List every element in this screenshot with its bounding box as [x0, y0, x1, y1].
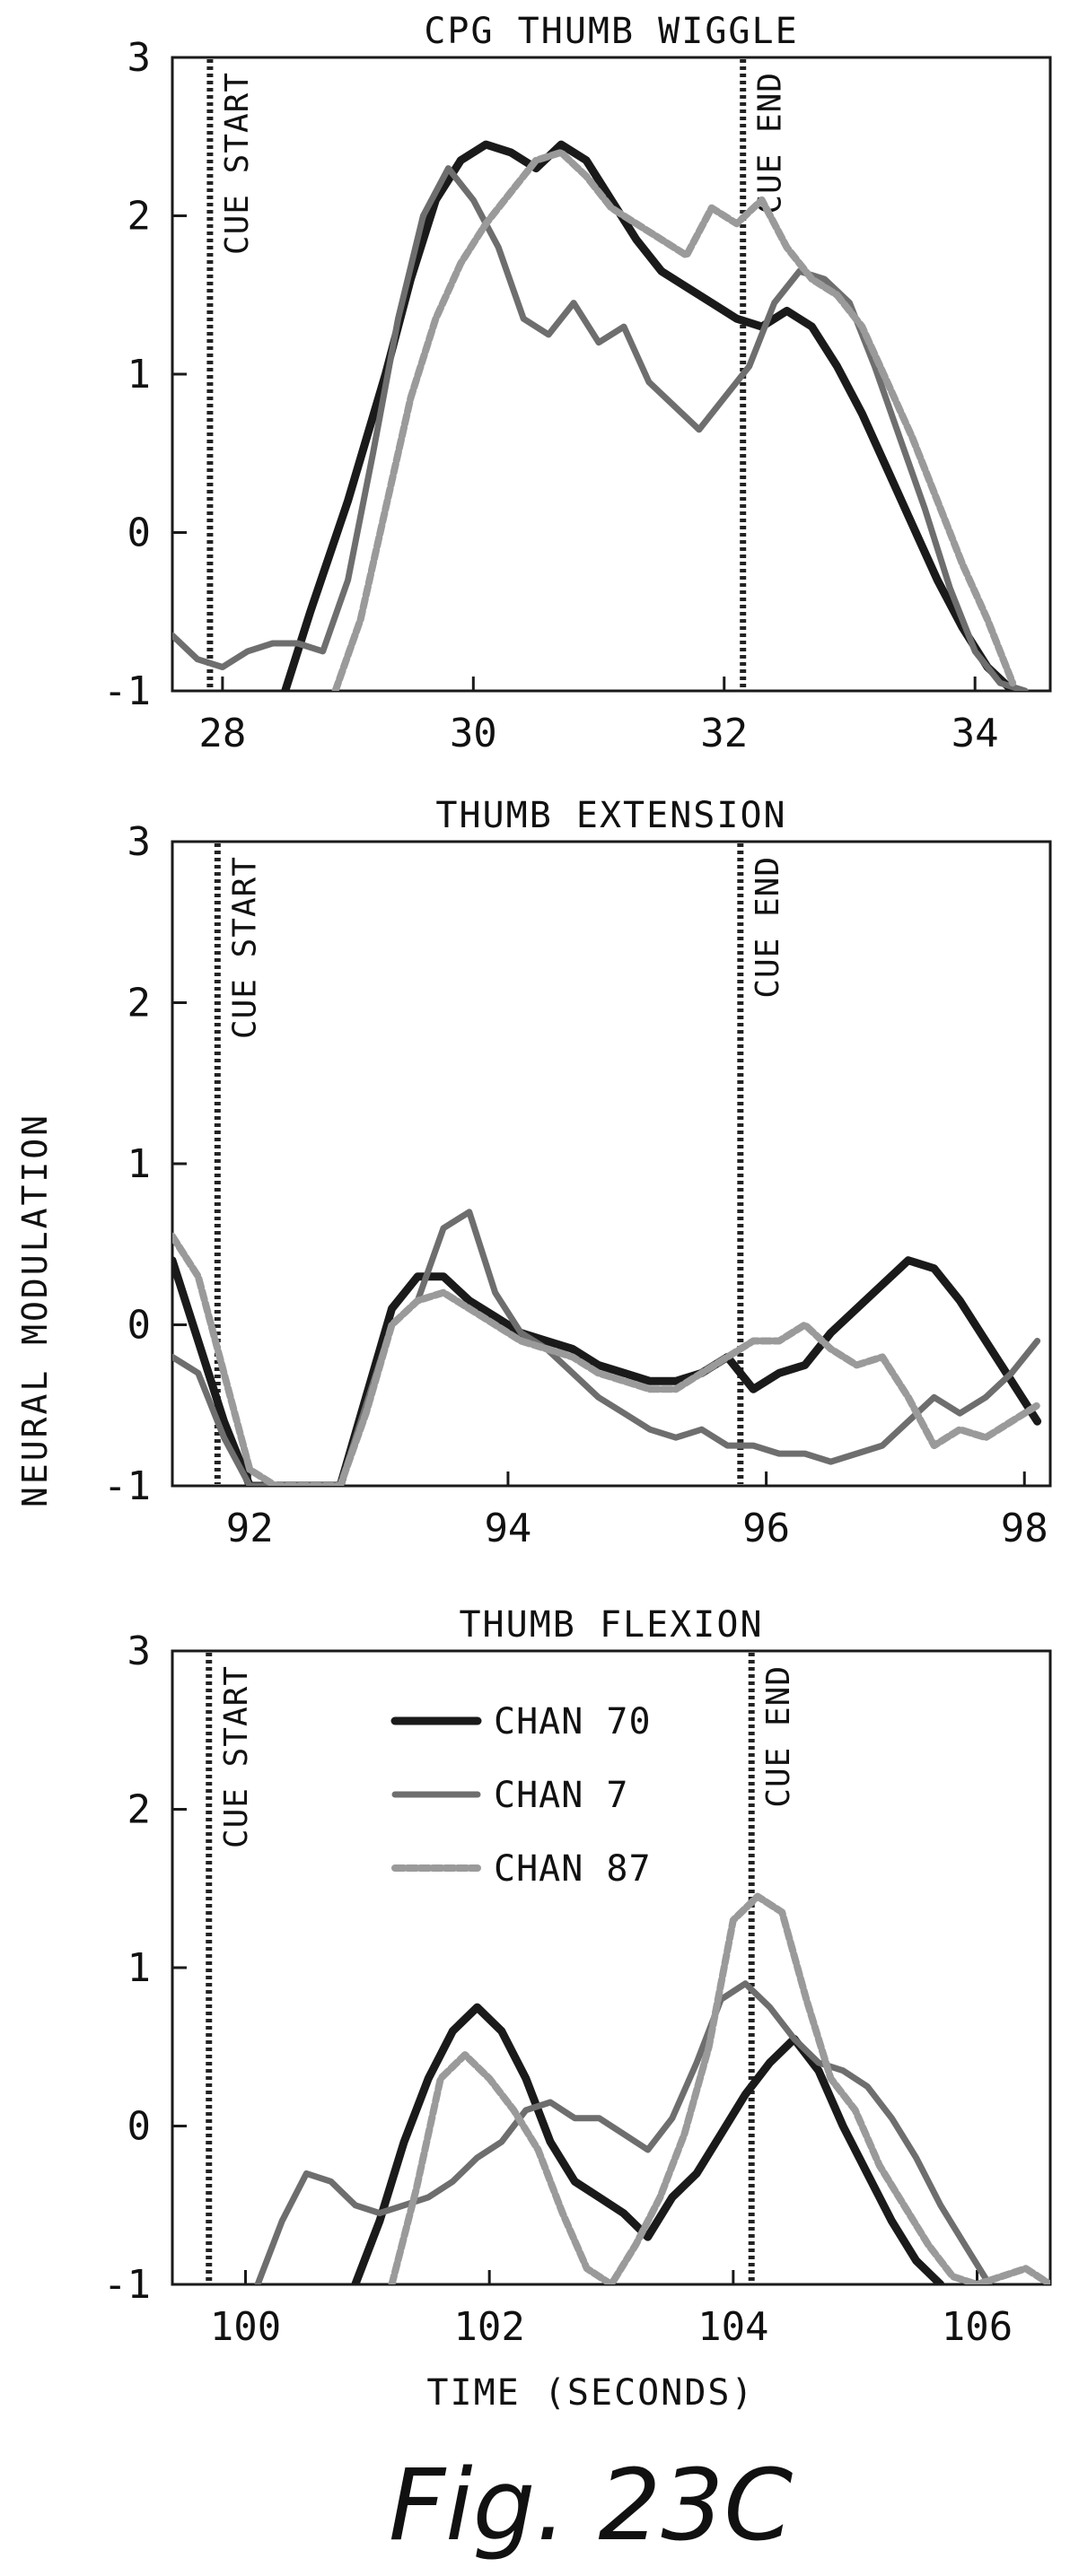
series-line-chan-87: [388, 1892, 1050, 2284]
x-tick-label: 92: [226, 1506, 274, 1551]
chart-title: THUMB EXTENSION: [435, 795, 786, 836]
chart-title: THUMB FLEXION: [459, 1604, 763, 1646]
y-tick-label: 0: [127, 511, 152, 556]
chart-panel: THUMB FLEXION -1 0 1 2 3 100 102 104 106 CUE START…: [103, 1604, 1052, 2350]
cue-end-label: CUE END: [760, 1665, 797, 1808]
cue-start-label: CUE START: [226, 856, 263, 1039]
plot-frame: [171, 56, 1052, 693]
cue-end-label: CUE END: [752, 72, 789, 214]
y-tick-label: 1: [127, 1141, 152, 1187]
x-axis-label: TIME (SECONDS): [426, 2372, 754, 2414]
chart-panel: CPG THUMB WIGGLE -1 0 1 2 3 28 30 32 34 CUE START C…: [103, 11, 1052, 756]
series-line-chan-87: [172, 1232, 1041, 1486]
x-tick-label: 98: [1001, 1506, 1048, 1551]
x-tick-label: 32: [700, 711, 748, 756]
cue-start-label: CUE START: [219, 72, 256, 255]
y-tick-label: 3: [127, 35, 152, 81]
series-group: [254, 1892, 1050, 2284]
y-tick-label: 2: [127, 1787, 152, 1833]
plot-frame: [171, 1649, 1052, 2286]
y-tick-label: -1: [103, 2262, 151, 2308]
plot-frame: [171, 840, 1052, 1488]
figure-caption: Fig. 23C: [389, 2448, 794, 2563]
cue-end-label: CUE END: [750, 856, 786, 999]
cue-start-label: CUE START: [218, 1665, 255, 1848]
x-tick-label: 28: [198, 711, 246, 756]
x-tick-label: 102: [453, 2304, 524, 2350]
x-tick-label: 106: [942, 2304, 1013, 2350]
y-tick-label: 1: [127, 1945, 152, 1991]
y-tick-label: 3: [127, 1629, 152, 1674]
x-tick-label: 104: [697, 2304, 768, 2350]
y-tick-label: 2: [127, 981, 152, 1026]
x-tick-label: 96: [742, 1506, 790, 1551]
series-line-chan-87: [331, 148, 1017, 691]
y-tick-label: -1: [103, 668, 151, 714]
x-tick-label: 94: [484, 1506, 531, 1551]
x-tick-label: 30: [450, 711, 497, 756]
chart-title: CPG THUMB WIGGLE: [424, 11, 798, 52]
series-line-chan-7: [254, 1980, 993, 2284]
y-tick-label: 0: [127, 2104, 152, 2150]
series-line-chan-7: [172, 1209, 1041, 1486]
series-line-chan-7: [172, 165, 1029, 691]
series-group: [172, 140, 1029, 691]
y-tick-label: 1: [127, 352, 152, 397]
x-tick-label: 100: [210, 2304, 281, 2350]
y-tick-label: 2: [127, 194, 152, 240]
legend: CHAN 70 CHAN 7 CHAN 87: [390, 1701, 652, 1890]
chart-panel: THUMB EXTENSION -1 0 1 2 3 92 94 96 98 CUE START CU…: [103, 795, 1052, 1551]
y-axis-label: NEURAL MODULATION: [15, 1113, 55, 1507]
series-group: [172, 1209, 1042, 1486]
y-tick-label: 3: [127, 819, 152, 865]
legend-label: CHAN 87: [494, 1848, 652, 1890]
y-tick-label: 0: [127, 1303, 152, 1349]
legend-label: CHAN 7: [494, 1775, 629, 1816]
series-line-chan-70: [281, 140, 1017, 691]
x-tick-label: 34: [952, 711, 999, 756]
series-line-chan-70: [351, 2003, 945, 2284]
y-tick-label: -1: [103, 1463, 151, 1509]
legend-label: CHAN 70: [494, 1701, 652, 1742]
